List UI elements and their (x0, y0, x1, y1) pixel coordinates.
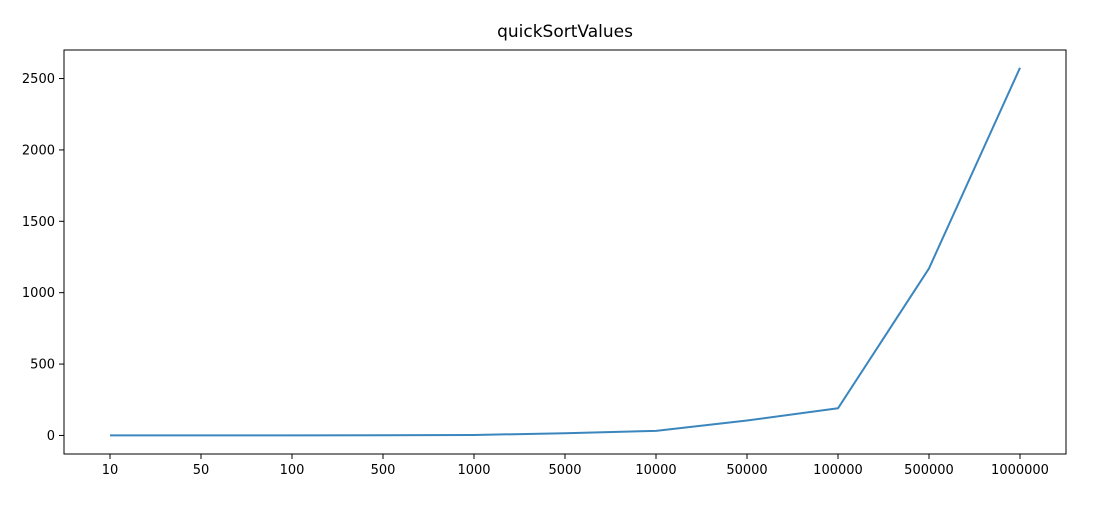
y-tick-label: 0 (47, 429, 55, 444)
series-line (110, 67, 1021, 437)
x-tick-label: 1000 (457, 463, 490, 478)
y-tick-label: 1000 (22, 286, 55, 301)
plot-frame (63, 49, 1067, 455)
x-tick-label: 500 (371, 463, 396, 478)
y-tick-label: 2500 (22, 72, 55, 87)
x-tick-label: 500000 (904, 463, 954, 478)
x-tick-label: 100000 (813, 463, 863, 478)
y-tick-label: 1500 (22, 215, 55, 230)
x-tick-label: 100 (280, 463, 305, 478)
x-tick-label: 10000 (635, 463, 676, 478)
x-tick-label: 10 (102, 463, 119, 478)
x-tick-label: 50 (193, 463, 210, 478)
chart-title: quickSortValues (497, 22, 633, 42)
x-tick-label: 50000 (726, 463, 767, 478)
x-tick-label: 1000000 (991, 463, 1049, 478)
y-tick-label: 500 (30, 358, 55, 373)
y-tick-label: 2000 (22, 143, 55, 158)
x-tick-label: 5000 (548, 463, 581, 478)
